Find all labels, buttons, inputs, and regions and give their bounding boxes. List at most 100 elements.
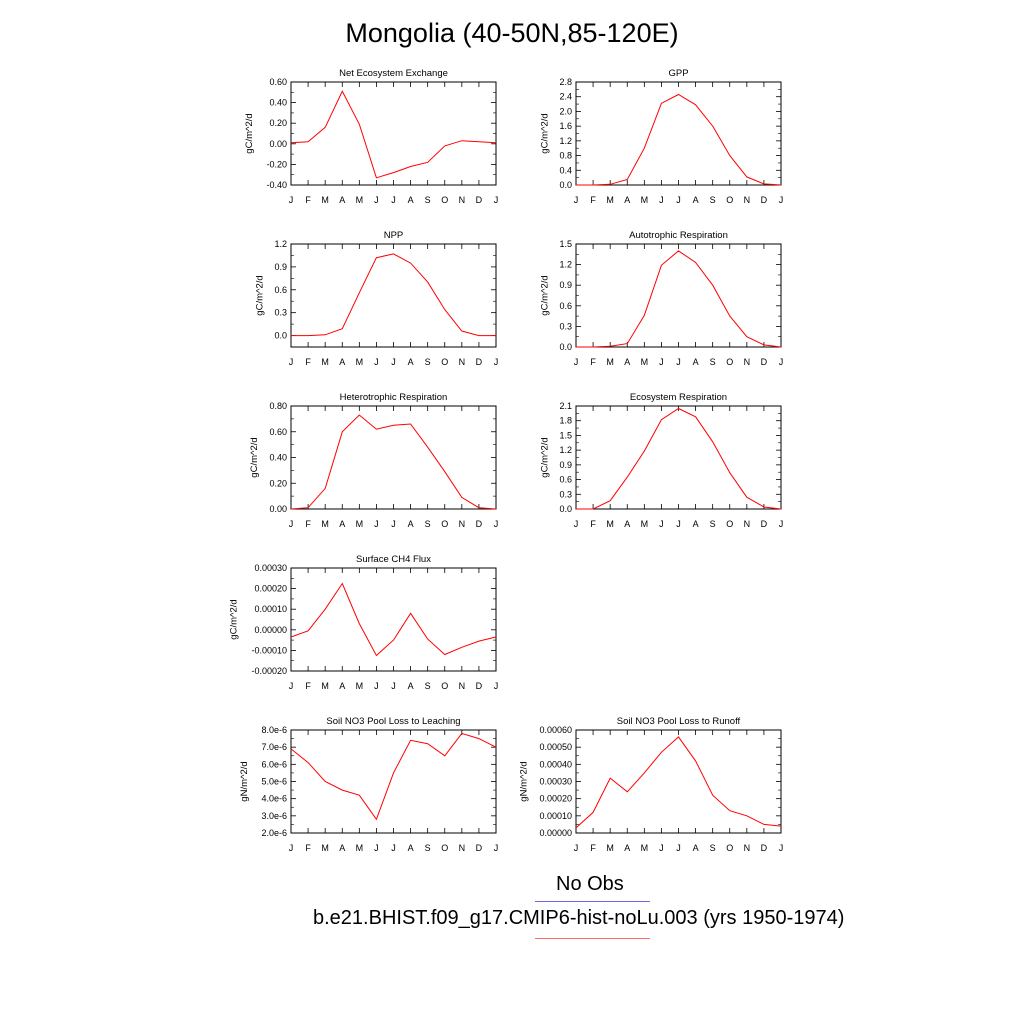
x-tick-label: J xyxy=(289,195,294,205)
x-tick-label: J xyxy=(289,843,294,853)
x-tick-label: M xyxy=(321,195,329,205)
x-tick-label: J xyxy=(659,519,664,529)
y-tick-label: 0.9 xyxy=(559,280,572,290)
x-tick-label: J xyxy=(659,195,664,205)
legend-model-label: b.e21.BHIST.f09_g17.CMIP6-hist-noLu.003 … xyxy=(313,907,845,929)
x-tick-label: J xyxy=(574,843,579,853)
y-tick-label: 0.00030 xyxy=(539,777,572,787)
x-tick-label: N xyxy=(744,357,751,367)
x-tick-label: D xyxy=(476,681,483,691)
x-tick-label: N xyxy=(459,681,466,691)
x-tick-label: A xyxy=(339,681,345,691)
x-tick-label: M xyxy=(356,681,364,691)
x-tick-label: N xyxy=(459,519,466,529)
x-tick-label: J xyxy=(494,195,499,205)
x-tick-label: F xyxy=(590,843,596,853)
x-tick-label: F xyxy=(590,357,596,367)
x-tick-label: A xyxy=(624,519,630,529)
x-tick-label: S xyxy=(425,195,431,205)
x-tick-label: O xyxy=(441,519,448,529)
x-tick-label: A xyxy=(408,357,414,367)
y-tick-label: 0.40 xyxy=(269,453,287,463)
x-tick-label: J xyxy=(289,681,294,691)
series-line xyxy=(290,582,497,657)
x-tick-label: N xyxy=(459,843,466,853)
y-tick-label: 0.80 xyxy=(269,401,287,411)
y-axis-label: gN/m^2/d xyxy=(239,761,250,801)
x-tick-label: M xyxy=(606,195,614,205)
x-tick-label: J xyxy=(289,519,294,529)
x-tick-label: J xyxy=(494,519,499,529)
y-tick-label: 0.00050 xyxy=(539,742,572,752)
panel-frame xyxy=(575,81,782,186)
x-tick-label: M xyxy=(356,843,364,853)
x-tick-label: J xyxy=(676,519,681,529)
x-tick-label: J xyxy=(391,195,396,205)
y-tick-label: 1.2 xyxy=(559,260,572,270)
x-tick-label: J xyxy=(574,195,579,205)
y-tick-label: 2.0 xyxy=(559,106,572,116)
x-tick-label: A xyxy=(693,195,699,205)
y-tick-label: 1.5 xyxy=(559,239,572,249)
y-axis-label: gN/m^2/d xyxy=(519,761,530,801)
y-tick-label: 7.0e-6 xyxy=(261,742,287,752)
x-tick-label: F xyxy=(305,195,311,205)
y-tick-label: 4.0e-6 xyxy=(261,794,287,804)
y-axis-label: gC/m^2/d xyxy=(539,437,550,477)
x-tick-label: N xyxy=(744,843,751,853)
x-tick-label: M xyxy=(641,357,649,367)
y-tick-label: 1.2 xyxy=(559,445,572,455)
y-tick-label: 6.0e-6 xyxy=(261,759,287,769)
y-tick-label: 0.00020 xyxy=(539,794,572,804)
panel-title: Net Ecosystem Exchange xyxy=(339,68,448,79)
series-line xyxy=(576,407,782,510)
y-tick-label: 0.60 xyxy=(269,427,287,437)
y-tick-label: -0.20 xyxy=(266,159,287,169)
x-tick-label: S xyxy=(425,519,431,529)
x-tick-label: A xyxy=(408,519,414,529)
y-tick-label: 0.6 xyxy=(274,285,287,295)
x-tick-label: D xyxy=(761,843,768,853)
y-tick-label: 2.0e-6 xyxy=(261,828,287,838)
panel-title: Soil NO3 Pool Loss to Runoff xyxy=(617,716,741,727)
y-tick-label: 3.0e-6 xyxy=(261,811,287,821)
y-tick-label: 0.00 xyxy=(269,139,287,149)
y-tick-label: 0.3 xyxy=(274,308,287,318)
x-tick-label: J xyxy=(779,357,784,367)
y-tick-label: 0.9 xyxy=(274,262,287,272)
x-tick-label: M xyxy=(321,843,329,853)
panel-title: Soil NO3 Pool Loss to Leaching xyxy=(326,716,460,727)
x-tick-label: D xyxy=(761,519,768,529)
x-tick-label: A xyxy=(339,519,345,529)
x-tick-label: F xyxy=(590,195,596,205)
x-tick-label: J xyxy=(659,843,664,853)
x-tick-label: A xyxy=(339,843,345,853)
x-tick-label: J xyxy=(391,357,396,367)
y-tick-label: 2.4 xyxy=(559,92,572,102)
y-tick-label: 0.00060 xyxy=(539,725,572,735)
panel-title: Heterotrophic Respiration xyxy=(340,392,448,403)
x-tick-label: S xyxy=(425,681,431,691)
y-tick-label: 0.00040 xyxy=(539,759,572,769)
y-axis-label: gC/m^2/d xyxy=(244,113,255,153)
x-tick-label: S xyxy=(710,357,716,367)
series-line xyxy=(290,414,497,510)
legend-obs-line xyxy=(535,901,650,902)
y-tick-label: 0.00000 xyxy=(539,828,572,838)
x-tick-label: N xyxy=(459,357,466,367)
y-tick-label: 2.8 xyxy=(559,77,572,87)
x-tick-label: M xyxy=(356,195,364,205)
legend-model-line xyxy=(535,938,650,939)
y-axis-label: gC/m^2/d xyxy=(539,113,550,153)
legend-obs-label: No Obs xyxy=(556,873,624,895)
y-tick-label: -0.00020 xyxy=(251,666,287,676)
x-tick-label: O xyxy=(726,195,733,205)
y-tick-label: 1.2 xyxy=(559,136,572,146)
x-tick-label: J xyxy=(374,195,379,205)
x-tick-label: J xyxy=(574,357,579,367)
